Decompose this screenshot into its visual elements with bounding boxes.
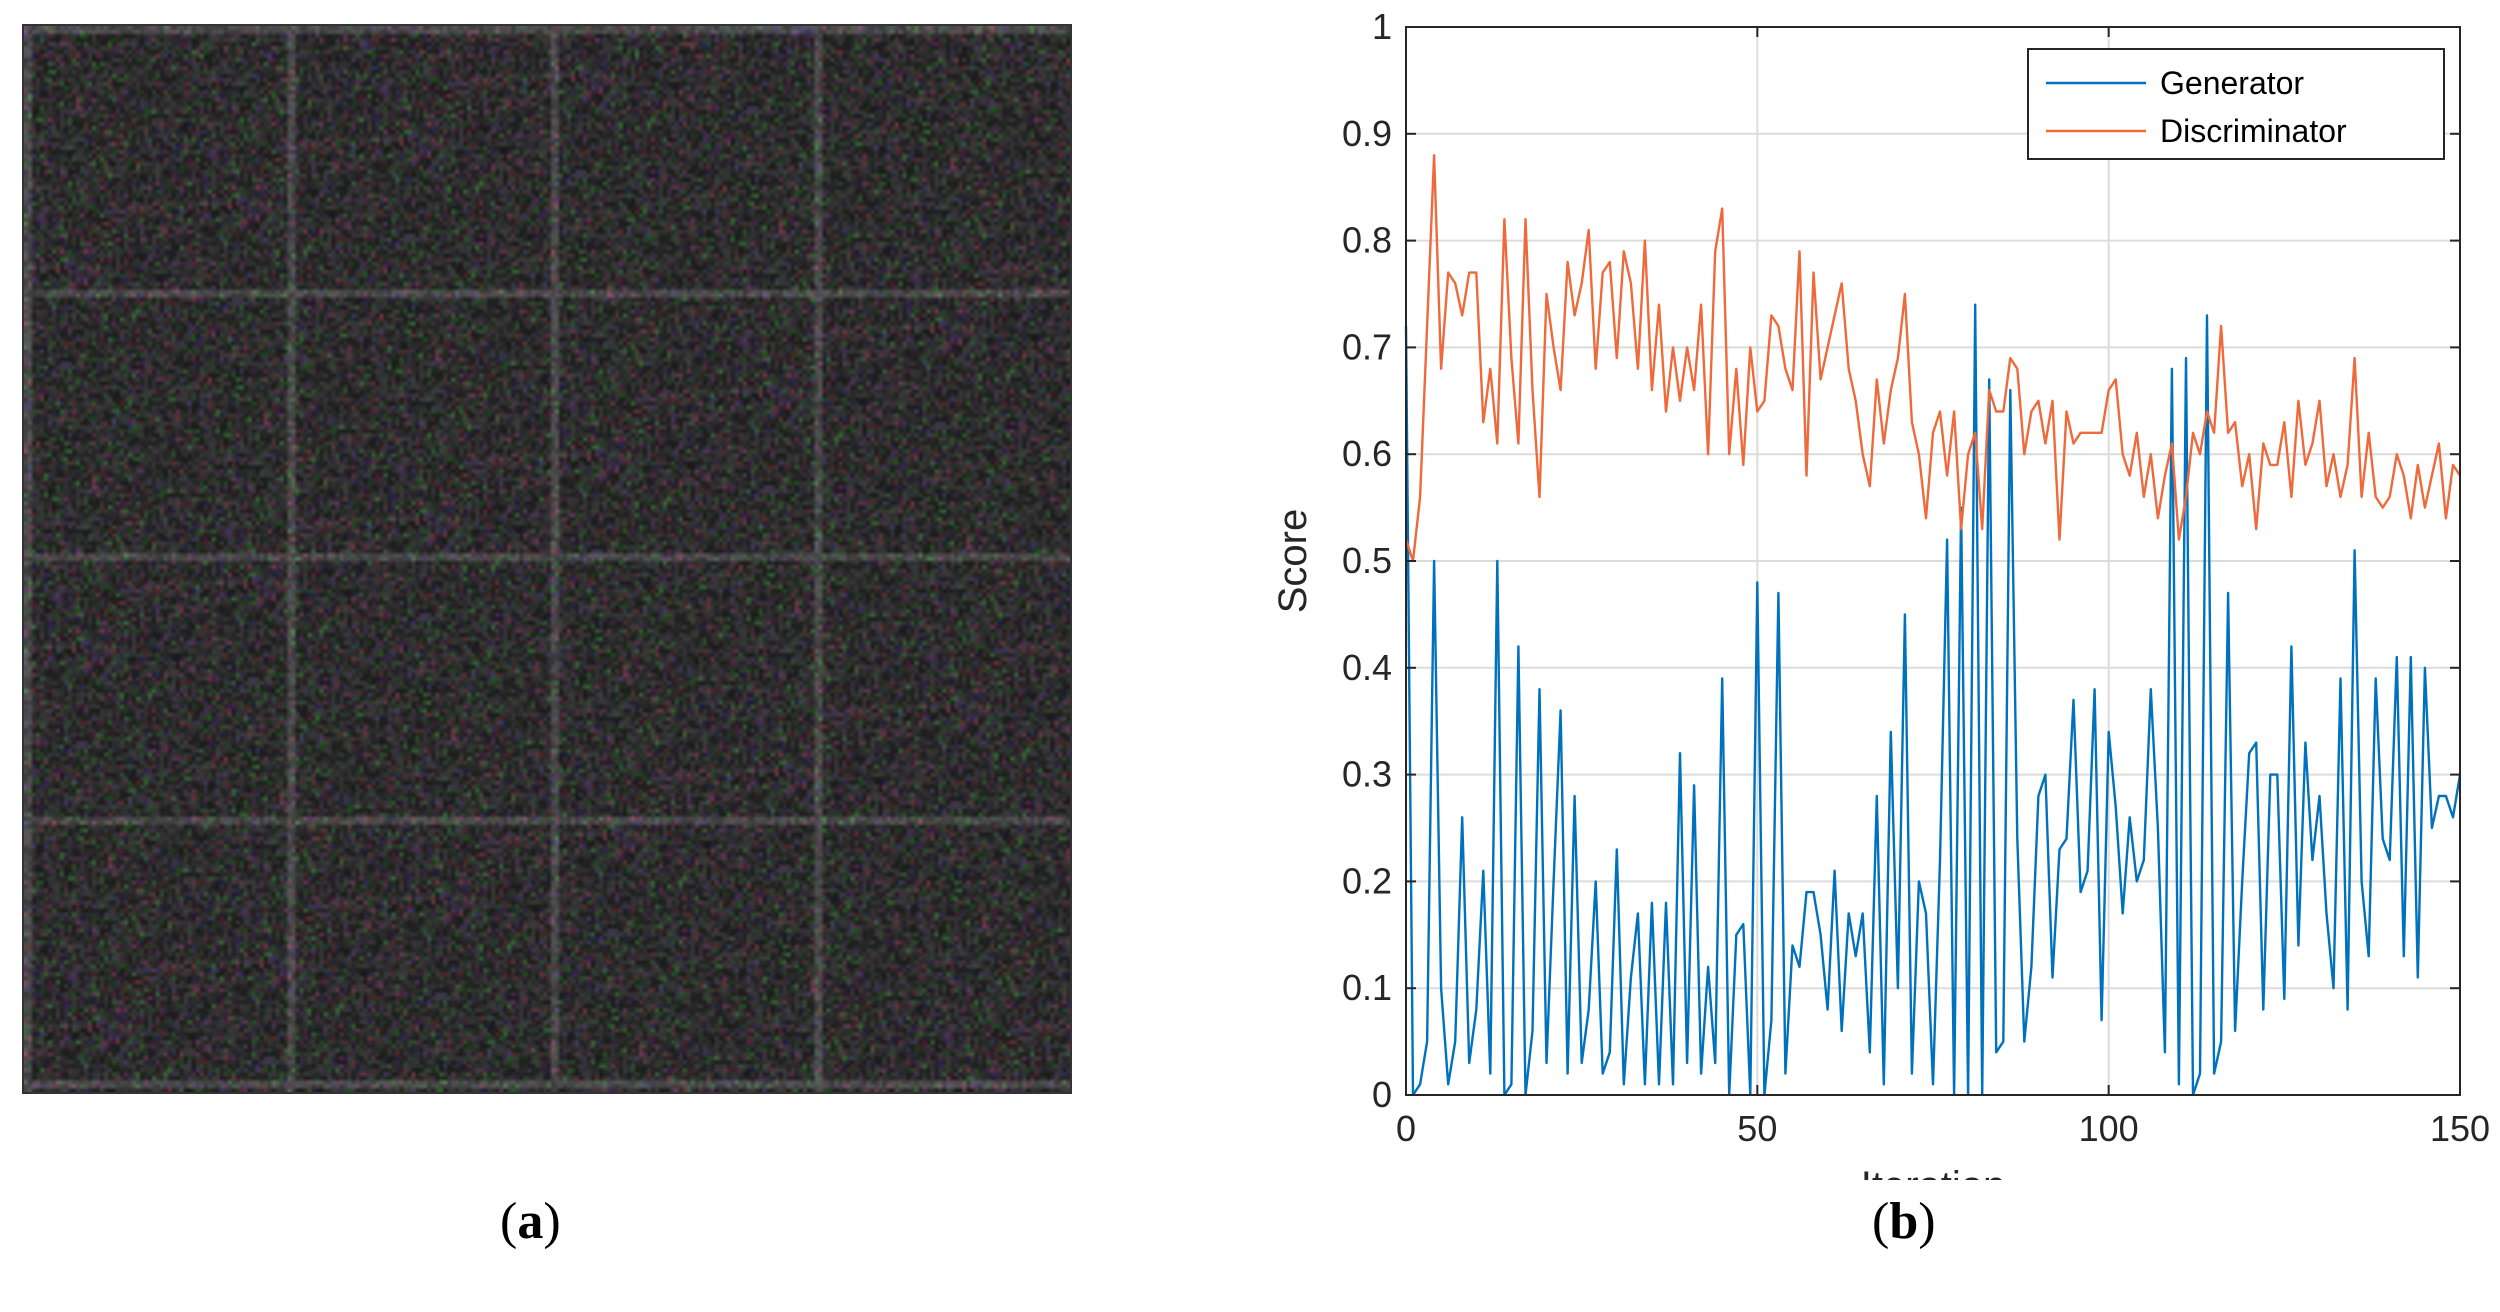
caption-panel-a: (a) — [500, 1193, 561, 1250]
legend-label-discriminator: Discriminator — [2160, 113, 2347, 149]
y-axis-label: Score — [1271, 509, 1315, 614]
x-tick-label: 100 — [2079, 1108, 2139, 1149]
y-tick-label: 0 — [1372, 1074, 1392, 1115]
score-line-chart: 0 50 100 150 0 0.1 0.2 0.3 0.4 0.5 0.6 0.7 0.8 0.9 1 I… — [1271, 6, 2490, 1180]
y-tick-label: 0.8 — [1342, 220, 1392, 261]
y-tick-label: 0.4 — [1342, 647, 1392, 688]
x-tick-label: 50 — [1737, 1108, 1777, 1149]
axis-ticks: 0 50 100 150 0 0.1 0.2 0.3 0.4 0.5 0.6 0.7 0.8 0.9 1 — [1342, 6, 2490, 1149]
x-axis-label: Iteration — [1861, 1164, 2006, 1180]
generated-noise-image — [24, 26, 1070, 1092]
x-tick-label: 150 — [2430, 1108, 2490, 1149]
noise-image-panel — [22, 24, 1072, 1094]
chart-legend: Generator Discriminator — [2027, 48, 2445, 160]
legend-box — [2027, 48, 2445, 160]
series-lines — [1404, 153, 2462, 1097]
y-tick-label: 0.2 — [1342, 860, 1392, 901]
y-tick-label: 1 — [1372, 6, 1392, 47]
series-line-generator — [1404, 303, 2462, 1097]
y-tick-label: 0.9 — [1342, 113, 1392, 154]
y-tick-label: 0.1 — [1342, 967, 1392, 1008]
legend-label-generator: Generator — [2160, 65, 2304, 101]
series-line-discriminator — [1404, 153, 2462, 563]
x-tick-label: 0 — [1396, 1108, 1416, 1149]
y-tick-label: 0.5 — [1342, 540, 1392, 581]
caption-b-label: b — [1889, 1193, 1919, 1250]
caption-a-label: a — [517, 1193, 544, 1250]
y-tick-label: 0.6 — [1342, 433, 1392, 474]
y-tick-label: 0.7 — [1342, 326, 1392, 367]
caption-panel-b: (b) — [1872, 1193, 1936, 1250]
y-tick-label: 0.3 — [1342, 754, 1392, 795]
